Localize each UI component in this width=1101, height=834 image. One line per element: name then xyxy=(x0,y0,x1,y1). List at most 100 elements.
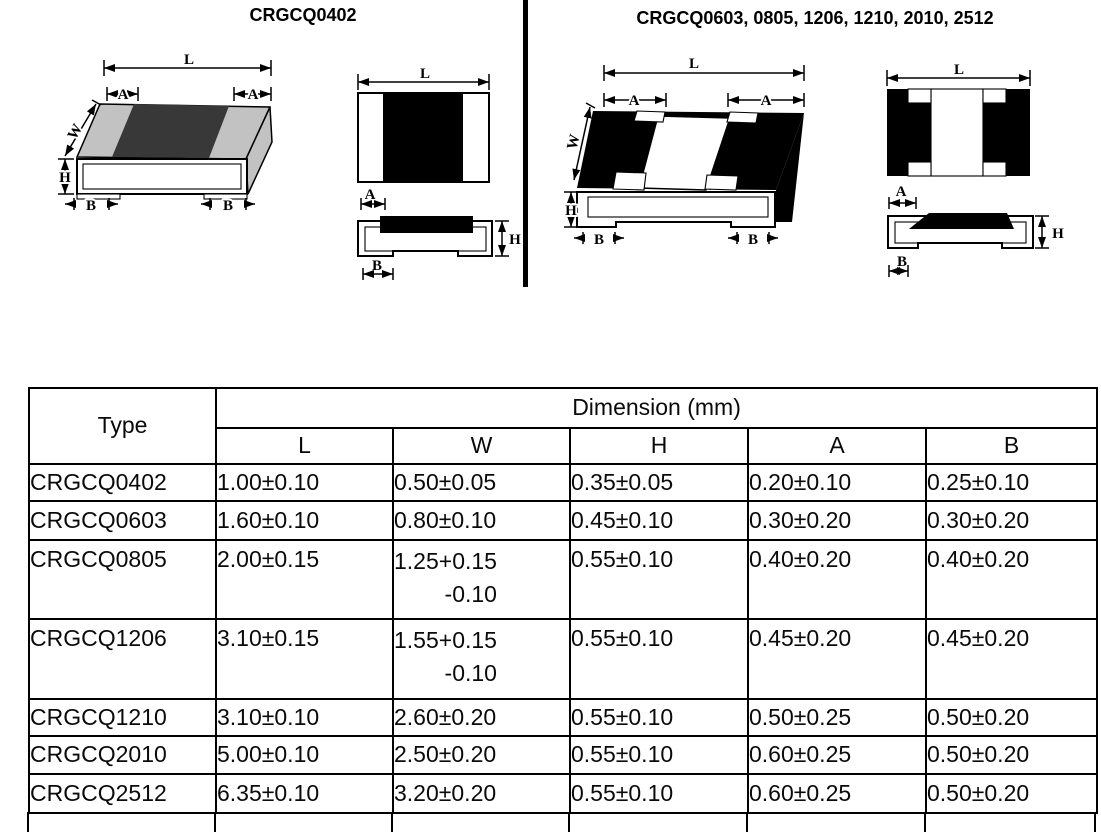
dim-label-b: B xyxy=(86,198,96,214)
chip-body-black xyxy=(383,93,463,182)
dim-label-l: L xyxy=(689,56,699,72)
chip-terminal-notch xyxy=(907,161,932,177)
table-row: CRGCQ2512 6.35±0.10 3.20±0.20 0.55±0.10 … xyxy=(28,773,1099,814)
table-row: CRGCQ0805 2.00±0.15 1.25+0.15 -0.10 0.55±… xyxy=(28,539,1099,620)
chip-top-view-0402: L xyxy=(357,64,490,183)
table-row: CRGCQ1206 3.10±0.15 1.55+0.15 -0.10 0.55±… xyxy=(28,618,1099,700)
cell-w: 0.50±0.05 xyxy=(392,463,571,502)
cell-h: 0.55±0.10 xyxy=(569,618,749,700)
cell-l: 6.35±0.10 xyxy=(215,773,394,814)
col-header-w: W xyxy=(392,427,571,465)
chip-terminal-foot xyxy=(203,193,248,200)
cell-a: 0.45±0.20 xyxy=(747,618,927,700)
chip-terminal-foot xyxy=(76,193,121,200)
cell-type: CRGCQ1210 xyxy=(28,698,217,737)
cell-a: 0.20±0.10 xyxy=(747,463,927,502)
dim-label-l: L xyxy=(954,62,964,78)
cell-type: CRGCQ0603 xyxy=(28,500,217,541)
cell-b: 0.40±0.20 xyxy=(924,539,1099,620)
chip-terminal-notch xyxy=(633,110,666,123)
cell-w: 0.80±0.10 xyxy=(392,500,571,541)
dim-label-h: H xyxy=(565,203,577,219)
chip-side-view-large: A H B xyxy=(887,182,1066,277)
cell-type: CRGCQ2010 xyxy=(28,735,217,775)
cell-l: 1.00±0.10 xyxy=(215,463,394,502)
dimension-table: Type Dimension (mm) L W H A B CRGCQ0402 … xyxy=(28,387,1099,814)
table-border-stub xyxy=(924,812,926,832)
chip-terminal-notch xyxy=(982,88,1007,104)
cell-b: 0.45±0.20 xyxy=(924,618,1099,700)
cell-b: 0.25±0.10 xyxy=(924,463,1099,502)
tolerance-lower: -0.10 xyxy=(444,581,497,607)
cell-b: 0.50±0.20 xyxy=(924,735,1099,775)
section-divider xyxy=(523,0,528,287)
cell-h: 0.55±0.10 xyxy=(569,539,749,620)
dimension-group-header: Dimension (mm) xyxy=(214,387,1099,429)
table-border-stub xyxy=(1094,812,1096,832)
type-column-header: Type xyxy=(28,387,217,465)
chip-resistor-band xyxy=(112,104,229,158)
cell-b: 0.30±0.20 xyxy=(924,500,1099,541)
cell-l: 3.10±0.15 xyxy=(215,618,394,700)
dim-label-b: B xyxy=(748,232,758,248)
dim-label-a: A xyxy=(118,87,129,103)
dim-label-b: B xyxy=(897,254,907,270)
cell-w: 1.55+0.15 -0.10 xyxy=(392,618,571,700)
chip-body-center xyxy=(930,88,984,177)
chip-front-face xyxy=(576,191,776,228)
col-header-h: H xyxy=(569,427,749,465)
cell-l: 3.10±0.10 xyxy=(215,698,394,737)
chip-front-face xyxy=(76,158,248,195)
dim-label-a: A xyxy=(629,93,640,109)
dim-label-h: H xyxy=(59,170,71,186)
cell-type: CRGCQ1206 xyxy=(28,618,217,700)
table-subheader-row: L W H A B xyxy=(29,427,1099,465)
cell-l: 5.00±0.10 xyxy=(215,735,394,775)
chip-terminal-notch xyxy=(982,161,1007,177)
cell-a: 0.40±0.20 xyxy=(747,539,927,620)
cell-a: 0.60±0.25 xyxy=(747,735,927,775)
chip-3d-view-large: L A A W xyxy=(563,54,805,250)
package-drawings: L A A W H xyxy=(57,50,1066,280)
diagram-title-large-sizes: CRGCQ0603, 0805, 1206, 1210, 2010, 2512 xyxy=(636,8,994,28)
chip-right-face xyxy=(776,113,804,222)
table-border-stub xyxy=(746,812,748,832)
table-row: CRGCQ2010 5.00±0.10 2.50±0.20 0.55±0.10 … xyxy=(28,735,1099,775)
cell-h: 0.35±0.05 xyxy=(569,463,749,502)
col-header-b: B xyxy=(924,427,1099,465)
cell-type: CRGCQ0402 xyxy=(28,463,217,502)
table-border-stub xyxy=(391,812,393,832)
col-header-l: L xyxy=(215,427,394,465)
cell-w: 1.25+0.15 -0.10 xyxy=(392,539,571,620)
chip-side-element xyxy=(909,213,1014,229)
chip-side-view-0402: A H B xyxy=(357,185,523,280)
dim-label-a: A xyxy=(248,87,259,103)
cell-h: 0.55±0.10 xyxy=(569,773,749,814)
chip-resistor-element xyxy=(638,115,732,191)
cell-w: 2.50±0.20 xyxy=(392,735,571,775)
dim-label-w: W xyxy=(565,133,584,151)
cell-a: 0.60±0.25 xyxy=(747,773,927,814)
table-border-stub xyxy=(214,812,216,832)
cell-h: 0.55±0.10 xyxy=(569,735,749,775)
dim-label-a: A xyxy=(761,93,772,109)
dim-label-b: B xyxy=(223,198,233,214)
cell-type: CRGCQ0805 xyxy=(28,539,217,620)
dim-label-b: B xyxy=(372,258,382,274)
table-row: CRGCQ1210 3.10±0.10 2.60±0.20 0.55±0.10 … xyxy=(28,698,1099,737)
cell-a: 0.30±0.20 xyxy=(747,500,927,541)
cell-b: 0.50±0.20 xyxy=(924,698,1099,737)
cell-w: 3.20±0.20 xyxy=(392,773,571,814)
diagram-title-0402: CRGCQ0402 xyxy=(249,5,357,25)
cell-h: 0.45±0.10 xyxy=(569,500,749,541)
cell-a: 0.50±0.25 xyxy=(747,698,927,737)
dim-label-a: A xyxy=(365,187,376,203)
col-header-a: A xyxy=(747,427,927,465)
dim-label-b: B xyxy=(594,232,604,248)
table-header-row: Type Dimension (mm) xyxy=(28,387,1099,465)
cell-w: 2.60±0.20 xyxy=(392,698,571,737)
chip-terminal-notch xyxy=(726,111,759,124)
table-row: CRGCQ0402 1.00±0.10 0.50±0.05 0.35±0.05 … xyxy=(28,463,1099,502)
dim-label-l: L xyxy=(184,52,194,68)
